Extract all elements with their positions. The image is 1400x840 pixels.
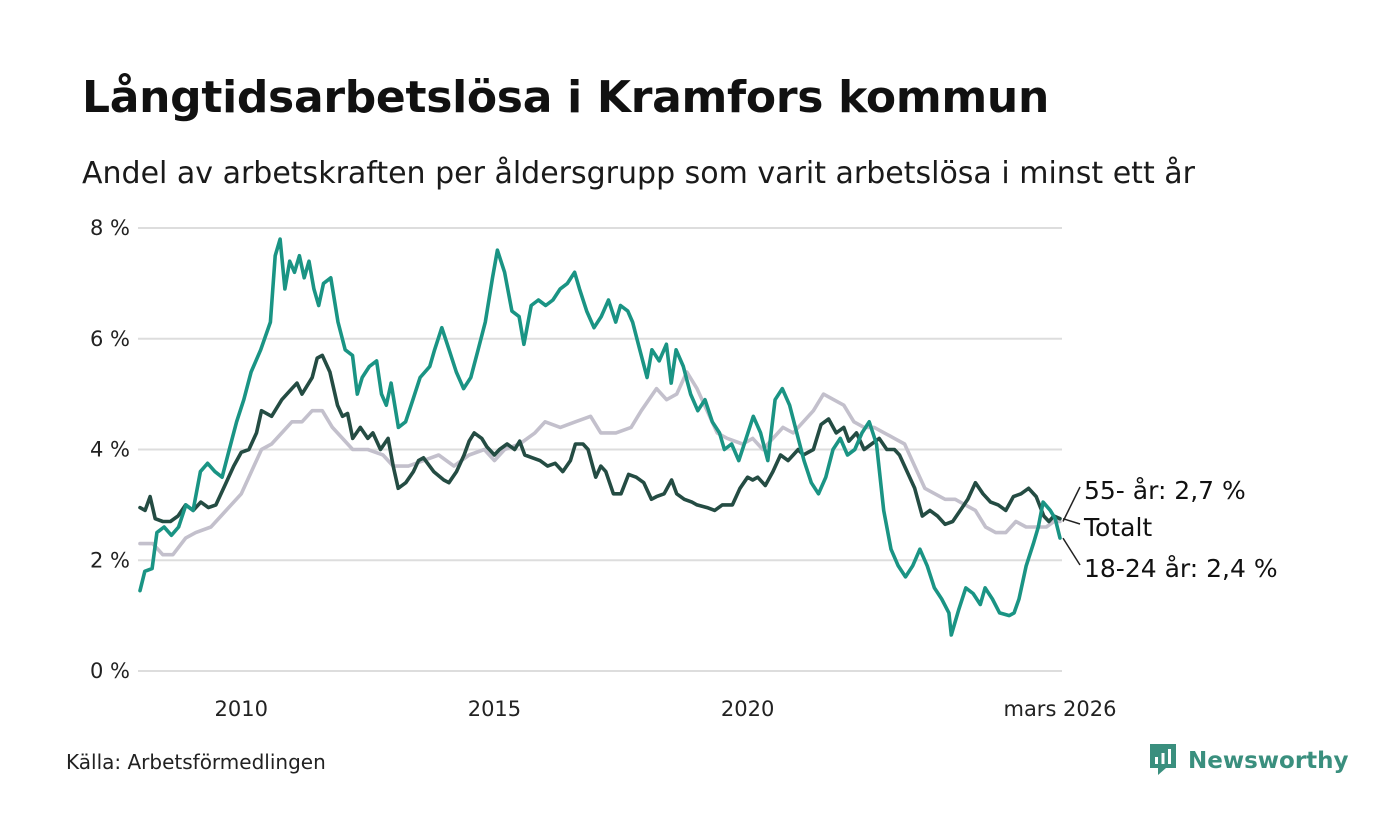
y-tick-label: 4 % <box>90 438 130 462</box>
x-tick-label: mars 2026 <box>1003 697 1116 721</box>
x-axis-labels: 2010 2015 2020 mars 2026 <box>215 697 1117 721</box>
x-tick-label: 2015 <box>468 697 521 721</box>
series-line-55-r <box>138 370 1062 557</box>
leader-line <box>1062 486 1081 522</box>
series-end-label: 55- år: 2,7 % <box>1084 476 1246 505</box>
y-tick-label: 0 % <box>90 659 130 683</box>
series-labels: 55- år: 2,7 % Totalt 18-24 år: 2,4 % <box>1062 476 1278 583</box>
series-end-label: 18-24 år: 2,4 % <box>1084 554 1278 583</box>
series-line-totalt <box>138 353 1062 527</box>
chart-title: Långtidsarbetslösa i Kramfors kommun <box>82 72 1049 123</box>
x-tick-label: 2020 <box>721 697 774 721</box>
y-tick-label: 6 % <box>90 327 130 351</box>
newsworthy-logo-icon <box>1148 742 1178 780</box>
grid-lines <box>138 227 1062 672</box>
series-end-label: Totalt <box>1083 513 1152 542</box>
brand-name: Newsworthy <box>1188 748 1349 774</box>
y-axis-labels: 0 % 2 % 4 % 6 % 8 % <box>90 216 130 683</box>
chart-subtitle: Andel av arbetskraften per åldersgrupp s… <box>82 156 1195 191</box>
source-note: Källa: Arbetsförmedlingen <box>66 750 326 774</box>
leader-line <box>1062 537 1081 566</box>
y-tick-label: 8 % <box>90 216 130 240</box>
series-lines <box>138 237 1062 637</box>
series-line-18-24-r <box>138 237 1062 637</box>
x-tick-label: 2010 <box>215 697 268 721</box>
y-tick-label: 2 % <box>90 548 130 572</box>
leader-line <box>1062 518 1081 525</box>
brand-logo: Newsworthy <box>1148 742 1349 780</box>
